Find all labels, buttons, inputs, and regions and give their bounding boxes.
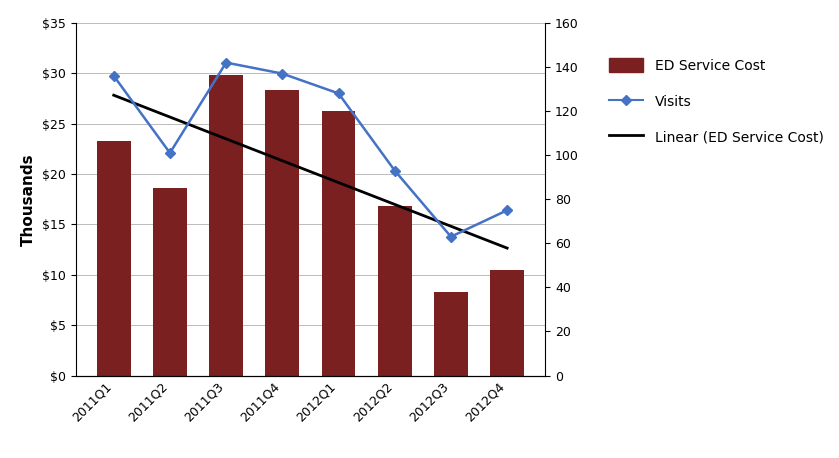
Bar [265, 90, 300, 376]
Bar [490, 270, 524, 376]
Bar [96, 141, 131, 376]
Bar [434, 292, 468, 376]
Bar [321, 110, 356, 376]
Legend: ED Service Cost, Visits, Linear (ED Service Cost): ED Service Cost, Visits, Linear (ED Serv… [608, 58, 823, 144]
Bar [153, 188, 187, 376]
Y-axis label: Thousands: Thousands [21, 153, 36, 245]
Bar [209, 75, 243, 376]
Bar [378, 206, 412, 376]
